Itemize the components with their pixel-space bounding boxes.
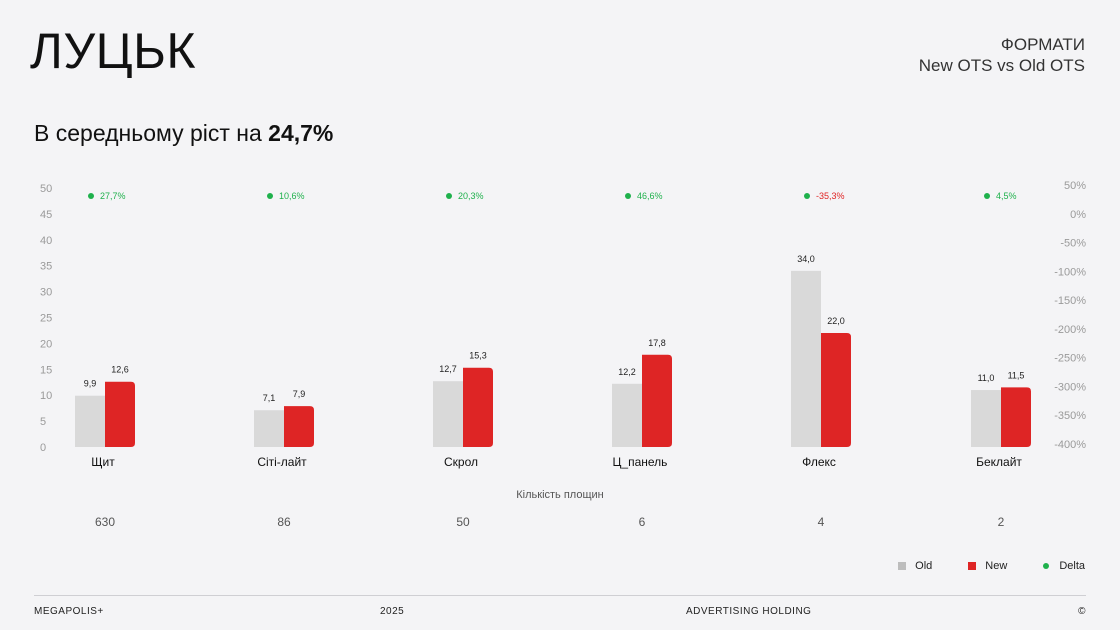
y2-tick-label: -100% xyxy=(1054,266,1086,278)
bar-old xyxy=(254,410,284,447)
delta-point xyxy=(625,193,631,199)
x-category-label: Сіті-лайт xyxy=(257,455,307,469)
delta-label: 46,6% xyxy=(637,191,663,201)
delta-point xyxy=(267,193,273,199)
delta-point xyxy=(984,193,990,199)
bar-old-value-label: 9,9 xyxy=(84,379,97,389)
formats-subtitle: New OTS vs Old OTS xyxy=(918,56,1085,75)
bar-new-value-label: 15,3 xyxy=(469,351,487,361)
footer-copyright: © xyxy=(1078,606,1086,617)
average-growth-subtitle: В середньому ріст на 24,7% xyxy=(34,120,333,147)
y2-tick-label: -150% xyxy=(1054,295,1086,307)
y2-tick-label: 0% xyxy=(1070,209,1086,221)
x-category-label: Беклайт xyxy=(976,455,1022,469)
formats-heading: ФОРМАТИ New OTS vs Old OTS xyxy=(919,34,1085,76)
bar-old xyxy=(612,383,642,447)
bar-old xyxy=(433,381,463,447)
delta-point xyxy=(446,193,452,199)
delta-label: -35,3% xyxy=(816,191,845,201)
legend-old-label: Old xyxy=(915,560,933,572)
x-category-label: Флекс xyxy=(802,455,836,469)
bar-old-value-label: 11,0 xyxy=(978,373,995,383)
bar-new-value-label: 22,0 xyxy=(827,316,845,326)
y-tick-label: 35 xyxy=(40,261,52,273)
bar-old xyxy=(75,395,105,447)
y-tick-label: 5 xyxy=(40,416,46,428)
bar-new-value-label: 12,6 xyxy=(111,365,129,375)
footer-brand: MEGAPOLIS+ xyxy=(34,606,104,617)
count-value: 6 xyxy=(639,515,646,529)
y2-tick-label: 50% xyxy=(1064,180,1086,192)
bar-new-value-label: 11,5 xyxy=(1008,370,1025,380)
footer-divider xyxy=(34,595,1086,596)
y-tick-label: 50 xyxy=(40,183,52,195)
footer-holding: ADVERTISING HOLDING xyxy=(686,606,812,617)
bar-new xyxy=(1001,387,1031,447)
delta-label: 10,6% xyxy=(279,191,305,201)
count-value: 2 xyxy=(998,515,1005,529)
bar-old-value-label: 12,7 xyxy=(439,364,457,374)
y-tick-label: 45 xyxy=(40,209,52,221)
y2-tick-label: -350% xyxy=(1054,410,1086,422)
legend-new-swatch xyxy=(968,562,977,570)
bar-old-value-label: 12,2 xyxy=(618,367,636,377)
city-title: ЛУЦЬК xyxy=(30,23,197,79)
bar-old-value-label: 7,1 xyxy=(263,393,276,403)
y-tick-label: 10 xyxy=(40,390,52,402)
y2-tick-label: -400% xyxy=(1054,439,1086,451)
count-value: 4 xyxy=(818,515,825,529)
legend-old-swatch xyxy=(898,562,907,570)
y2-tick-label: -250% xyxy=(1054,353,1086,365)
y-tick-label: 30 xyxy=(40,287,52,299)
y-tick-label: 20 xyxy=(40,338,52,350)
legend-old: Old xyxy=(898,560,932,572)
formats-label: ФОРМАТИ xyxy=(1000,35,1085,54)
delta-point xyxy=(804,193,810,199)
legend-delta: Delta xyxy=(1043,560,1085,572)
legend-delta-dot xyxy=(1043,563,1050,569)
x-category-label: Скрол xyxy=(444,455,478,469)
x-category-label: Ц_панель xyxy=(613,455,668,469)
delta-point xyxy=(88,193,94,199)
bar-new-value-label: 7,9 xyxy=(293,389,306,399)
y2-tick-label: -200% xyxy=(1054,324,1086,336)
bar-new xyxy=(284,406,314,447)
average-growth-prefix: В середньому ріст на xyxy=(34,120,269,146)
bar-chart: 0 5 10 15 20 25 30 35 40 45 50 -400% -350% -300% -250%… xyxy=(40,180,1086,529)
bar-new xyxy=(105,381,135,447)
count-value: 86 xyxy=(277,515,291,529)
chart-legend: Old New Delta xyxy=(862,560,1085,572)
average-growth-value: 24,7% xyxy=(268,120,334,146)
bar-new xyxy=(642,354,672,447)
y-tick-label: 25 xyxy=(40,313,52,325)
bar-new xyxy=(463,367,493,447)
footer-year: 2025 xyxy=(380,606,405,617)
y-tick-label: 0 xyxy=(40,442,46,454)
delta-label: 27,7% xyxy=(100,191,126,201)
delta-label: 4,5% xyxy=(996,191,1017,201)
legend-delta-label: Delta xyxy=(1059,560,1085,572)
y2-tick-label: -50% xyxy=(1060,238,1086,250)
bar-old xyxy=(971,390,1001,447)
bar-new-value-label: 17,8 xyxy=(648,338,666,348)
count-title: Кількість площин xyxy=(516,489,603,501)
y-tick-label: 40 xyxy=(40,235,52,247)
y2-tick-label: -300% xyxy=(1054,381,1086,393)
count-value: 630 xyxy=(95,515,115,529)
legend-new-label: New xyxy=(985,560,1008,572)
count-value: 50 xyxy=(456,515,470,529)
x-category-label: Щит xyxy=(91,455,115,469)
bar-old xyxy=(791,270,821,447)
legend-new: New xyxy=(968,560,1007,572)
delta-label: 20,3% xyxy=(458,191,484,201)
bar-new xyxy=(821,333,851,447)
bar-old-value-label: 34,0 xyxy=(797,254,815,264)
y-tick-label: 15 xyxy=(40,364,52,376)
